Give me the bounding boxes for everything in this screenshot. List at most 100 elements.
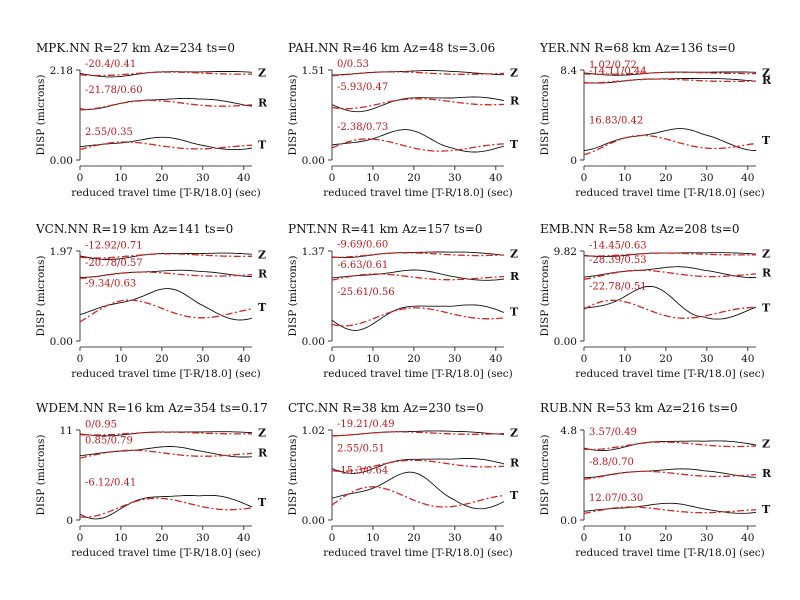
component-label: T bbox=[258, 496, 267, 509]
synthetic-trace-T bbox=[583, 506, 757, 515]
x-tick-label: 20 bbox=[407, 172, 420, 184]
synthetic-trace-Z bbox=[332, 252, 505, 259]
component-label: R bbox=[510, 270, 520, 283]
observed-trace-R bbox=[331, 269, 505, 281]
component-annotation: -21.78/0.60 bbox=[85, 85, 143, 96]
observed-trace-T bbox=[331, 471, 505, 510]
component-annotation: -5.93/0.47 bbox=[337, 82, 388, 93]
component-annotation: 2.55/0.51 bbox=[337, 443, 385, 454]
x-tick-label: 40 bbox=[489, 353, 502, 365]
y-tick-label: 0 bbox=[570, 155, 577, 167]
component-label: R bbox=[762, 467, 772, 480]
component-label: T bbox=[258, 301, 267, 314]
panel-title: VCN.NN R=19 km Az=141 ts=0 bbox=[35, 222, 233, 236]
component-annotation: -12.92/0.71 bbox=[85, 240, 143, 251]
y-tick-label: 0.0 bbox=[560, 515, 577, 527]
x-tick-label: 10 bbox=[366, 353, 379, 365]
y-tick-label: 1.02 bbox=[302, 425, 325, 437]
component-label: R bbox=[510, 95, 520, 108]
x-tick-label: 40 bbox=[741, 172, 754, 184]
x-tick-label: 0 bbox=[581, 532, 588, 544]
synthetic-trace-R bbox=[331, 98, 505, 110]
component-label: R bbox=[510, 456, 520, 469]
synthetic-trace-Z bbox=[79, 431, 252, 436]
component-label: T bbox=[510, 489, 519, 502]
panel-title: PNT.NN R=41 km Az=157 ts=0 bbox=[288, 222, 483, 236]
synthetic-trace-Z bbox=[79, 253, 252, 259]
x-tick-label: 10 bbox=[114, 353, 127, 365]
observed-trace-T bbox=[583, 285, 757, 320]
x-axis-label: reduced travel time [T-R/18.0] (sec) bbox=[575, 187, 765, 199]
component-annotation: -22.78/0.51 bbox=[589, 282, 647, 293]
panel-title: PAH.NN R=46 km Az=48 ts=3.06 bbox=[288, 41, 495, 55]
y-axis-label: DISP (microns) bbox=[539, 255, 551, 336]
observed-trace-T bbox=[79, 136, 253, 151]
y-axis-label: DISP (microns) bbox=[287, 255, 299, 336]
panel-title: WDEM.NN R=16 km Az=354 ts=0.17 bbox=[36, 401, 268, 415]
observed-trace-T bbox=[331, 304, 505, 331]
synthetic-trace-T bbox=[583, 299, 756, 319]
x-tick-label: 40 bbox=[741, 532, 754, 544]
x-axis-label: reduced travel time [T-R/18.0] (sec) bbox=[575, 547, 765, 559]
synthetic-trace-T bbox=[331, 307, 505, 327]
component-annotation: 2.55/0.35 bbox=[85, 127, 133, 138]
component-label: T bbox=[510, 305, 519, 318]
x-tick-label: 30 bbox=[700, 353, 713, 365]
x-axis-label: reduced travel time [T-R/18.0] (sec) bbox=[323, 187, 513, 199]
x-tick-label: 0 bbox=[77, 172, 84, 184]
x-tick-label: 10 bbox=[366, 172, 379, 184]
component-annotation: -2.38/0.73 bbox=[337, 122, 388, 133]
x-tick-label: 0 bbox=[581, 172, 588, 184]
x-tick-label: 30 bbox=[196, 353, 209, 365]
x-axis-label: reduced travel time [T-R/18.0] (sec) bbox=[71, 187, 261, 199]
observed-trace-R bbox=[331, 96, 505, 113]
y-tick-label: 11 bbox=[60, 425, 73, 437]
observed-trace-T bbox=[79, 494, 253, 520]
panel-title: YER.NN R=68 km Az=136 ts=0 bbox=[539, 41, 735, 55]
component-annotation: -28.39/0.53 bbox=[589, 255, 647, 266]
observed-trace-T bbox=[583, 502, 757, 514]
y-axis-label: DISP (microns) bbox=[35, 434, 47, 515]
x-tick-label: 30 bbox=[700, 172, 713, 184]
observed-trace-T bbox=[79, 288, 253, 321]
y-axis-label: DISP (microns) bbox=[287, 434, 299, 515]
component-annotation: 0/0.95 bbox=[85, 420, 117, 431]
y-axis-label: DISP (microns) bbox=[35, 74, 47, 155]
component-annotation: 12.07/0.30 bbox=[589, 493, 643, 504]
component-label: T bbox=[762, 134, 771, 147]
x-tick-label: 30 bbox=[196, 532, 209, 544]
y-tick-label: 0.00 bbox=[302, 336, 325, 348]
synthetic-trace-T bbox=[79, 141, 253, 151]
x-tick-label: 30 bbox=[700, 532, 713, 544]
component-label: R bbox=[762, 267, 772, 280]
component-label: R bbox=[258, 96, 268, 109]
x-tick-label: 0 bbox=[329, 353, 336, 365]
panel-title: MPK.NN R=27 km Az=234 ts=0 bbox=[36, 41, 235, 55]
component-annotation: -25.61/0.56 bbox=[337, 287, 395, 298]
synthetic-trace-T bbox=[331, 138, 505, 152]
component-annotation: -15.3/0.64 bbox=[337, 465, 388, 476]
component-annotation: -9.34/0.63 bbox=[85, 279, 136, 290]
y-tick-label: 0.00 bbox=[554, 336, 577, 348]
x-tick-label: 40 bbox=[237, 532, 250, 544]
y-axis-label: DISP (microns) bbox=[287, 74, 299, 155]
panel-9: RUB.NN R=53 km Az=216 ts=0 4.8 0.0 DISP (mi… bbox=[539, 401, 772, 559]
panel-7: WDEM.NN R=16 km Az=354 ts=0.17 11 0 DISP (m… bbox=[35, 401, 268, 559]
y-tick-label: 0.00 bbox=[50, 336, 73, 348]
component-annotation: -8.8/0.70 bbox=[589, 457, 634, 468]
x-tick-label: 10 bbox=[618, 353, 631, 365]
synthetic-trace-T bbox=[331, 486, 505, 508]
x-tick-label: 30 bbox=[448, 532, 461, 544]
x-tick-label: 20 bbox=[407, 353, 420, 365]
x-tick-label: 0 bbox=[77, 353, 84, 365]
observed-trace-R bbox=[79, 446, 253, 458]
component-label: R bbox=[258, 268, 268, 281]
component-annotation: -9.69/0.60 bbox=[337, 239, 388, 250]
panel-title: RUB.NN R=53 km Az=216 ts=0 bbox=[540, 401, 738, 415]
synthetic-trace-R bbox=[331, 459, 505, 472]
x-tick-label: 30 bbox=[196, 172, 209, 184]
